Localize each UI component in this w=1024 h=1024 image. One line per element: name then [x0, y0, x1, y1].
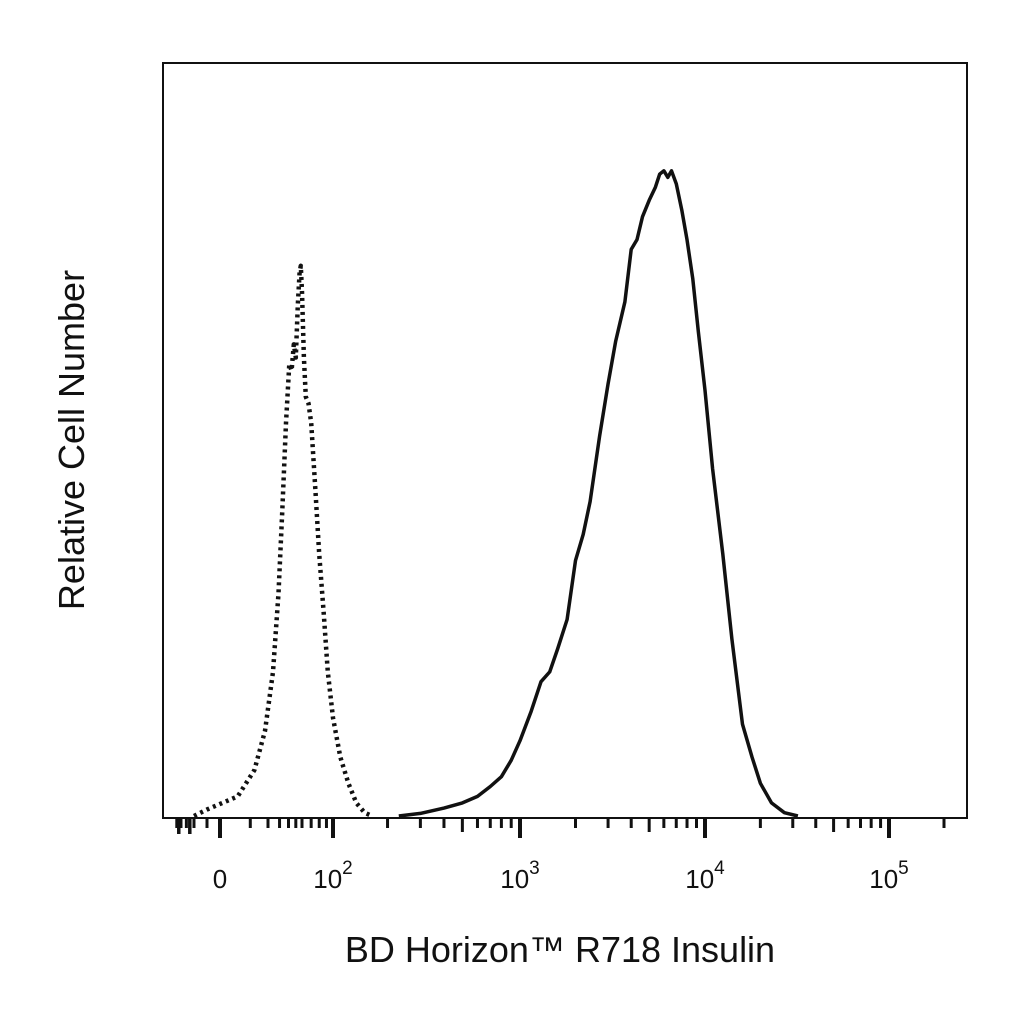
x-tick-label: 104	[685, 858, 725, 894]
x-axis-tick-labels: 0 102 103 104 105	[213, 858, 909, 894]
x-tick-label: 0	[213, 864, 227, 894]
series-layer	[192, 169, 799, 819]
x-tick-label: 105	[869, 858, 909, 894]
x-tick-label: 103	[500, 858, 540, 894]
series-stained-line	[398, 169, 799, 818]
series-unstained-control-line	[192, 263, 374, 819]
x-axis-ticks	[175, 818, 946, 838]
x-tick-label: 102	[313, 858, 353, 894]
y-axis-title: Relative Cell Number	[51, 270, 92, 610]
plot-frame	[162, 62, 968, 819]
x-axis-title: BD Horizon™ R718 Insulin	[345, 929, 775, 970]
